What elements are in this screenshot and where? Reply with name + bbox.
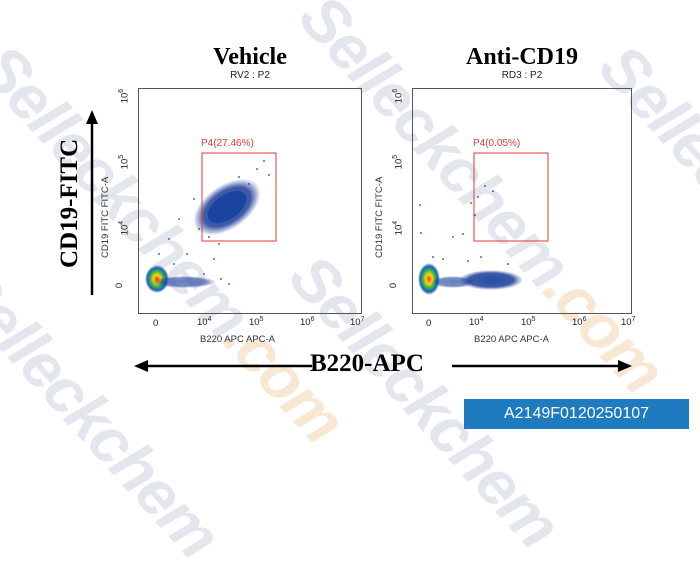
x-tick: 104 — [469, 316, 484, 329]
panel-title: Anti-CD19 — [466, 44, 578, 70]
panel-title: Vehicle — [213, 44, 287, 70]
x-tick: 105 — [249, 316, 264, 329]
y-axis-label: CD19 FITC FITC-A — [374, 176, 385, 258]
x-axis-right-arrow-icon — [452, 360, 632, 372]
panel-subtitle: RV2 : P2 — [230, 70, 270, 81]
scatter-plot-vehicle — [138, 88, 362, 314]
x-tick: 107 — [350, 316, 365, 329]
y-tick: 106 — [392, 88, 405, 104]
x-tick: 107 — [621, 316, 636, 329]
y-tick: 104 — [118, 220, 131, 236]
y-axis-big-label: CD19-FITC — [56, 138, 83, 268]
x-tick: 104 — [197, 316, 212, 329]
gate-label: P4(27.46%) — [201, 138, 254, 149]
x-tick: 0 — [426, 318, 432, 329]
x-tick: 106 — [300, 316, 315, 329]
panel-subtitle: RD3 : P2 — [501, 70, 543, 81]
x-axis-left-arrow-icon — [134, 360, 312, 372]
x-tick: 0 — [153, 318, 159, 329]
y-tick: 105 — [392, 154, 405, 170]
catalog-badge: A2149F0120250107 — [464, 399, 689, 429]
y-axis-arrow-icon — [86, 110, 98, 295]
x-tick: 106 — [572, 316, 587, 329]
x-axis-big-label: B220-APC — [310, 350, 424, 377]
y-tick: 104 — [392, 220, 405, 236]
y-tick: 0 — [114, 282, 126, 289]
y-tick: 106 — [118, 88, 131, 104]
x-axis-label: B220 APC APC-A — [200, 334, 275, 345]
scatter-plot-anti-cd19 — [412, 88, 632, 314]
y-axis-label: CD19 FITC FITC-A — [100, 176, 111, 258]
y-tick: 0 — [388, 282, 400, 289]
x-tick: 105 — [521, 316, 536, 329]
x-axis-label: B220 APC APC-A — [474, 334, 549, 345]
gate-label: P4(0.05%) — [473, 138, 521, 149]
y-tick: 105 — [118, 154, 131, 170]
